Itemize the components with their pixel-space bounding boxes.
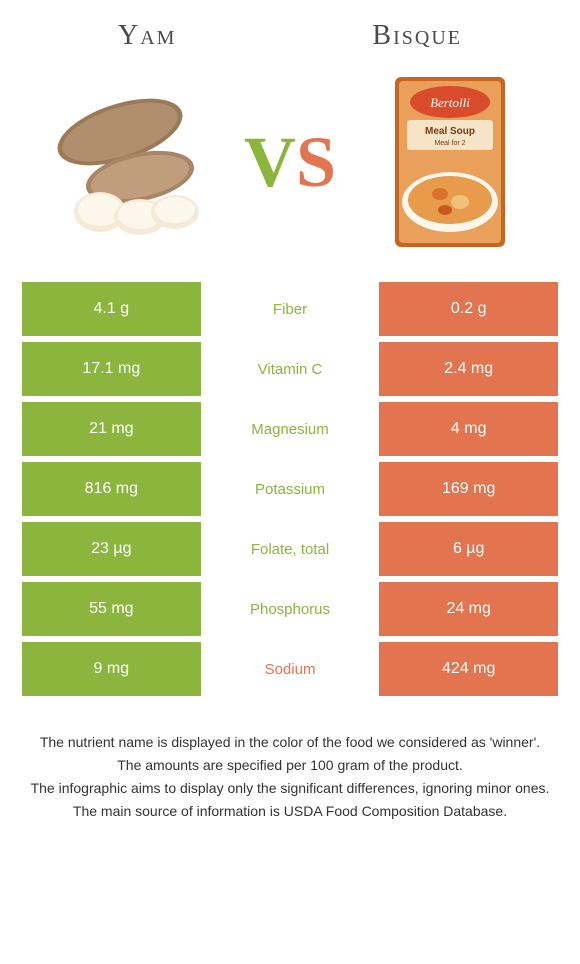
table-row: 55 mgPhosphorus24 mg [22,582,558,636]
table-row: 17.1 mgVitamin C2.4 mg [22,342,558,396]
table-row: 4.1 gFiber0.2 g [22,282,558,336]
table-row: 23 µgFolate, total6 µg [22,522,558,576]
right-value-cell: 0.2 g [379,282,558,336]
right-food-title: Bisque [372,20,462,52]
right-value-cell: 424 mg [379,642,558,696]
footer-line: The infographic aims to display only the… [20,778,560,799]
yam-image [45,72,215,252]
nutrient-label-cell: Fiber [201,282,380,336]
svg-text:Bertolli: Bertolli [430,95,470,110]
right-value-cell: 24 mg [379,582,558,636]
header: Yam Bisque [0,0,580,62]
right-value-cell: 4 mg [379,402,558,456]
nutrient-label-cell: Magnesium [201,402,380,456]
footer-notes: The nutrient name is displayed in the co… [0,702,580,822]
footer-line: The amounts are specified per 100 gram o… [20,755,560,776]
nutrient-label-cell: Sodium [201,642,380,696]
left-value-cell: 55 mg [22,582,201,636]
svg-text:Meal for 2: Meal for 2 [435,140,466,147]
left-value-cell: 9 mg [22,642,201,696]
left-value-cell: 21 mg [22,402,201,456]
table-row: 9 mgSodium424 mg [22,642,558,696]
left-food-title: Yam [118,20,176,52]
left-value-cell: 23 µg [22,522,201,576]
left-value-cell: 4.1 g [22,282,201,336]
vs-label: VS [244,121,336,204]
nutrient-label-cell: Phosphorus [201,582,380,636]
bisque-image: Bertolli Meal Soup Meal for 2 [365,72,535,252]
right-value-cell: 169 mg [379,462,558,516]
right-value-cell: 2.4 mg [379,342,558,396]
table-row: 816 mgPotassium169 mg [22,462,558,516]
right-value-cell: 6 µg [379,522,558,576]
left-value-cell: 816 mg [22,462,201,516]
yam-icon [45,82,215,242]
bisque-box-icon: Bertolli Meal Soup Meal for 2 [385,72,515,252]
footer-line: The nutrient name is displayed in the co… [20,732,560,753]
footer-line: The main source of information is USDA F… [20,801,560,822]
nutrient-label-cell: Vitamin C [201,342,380,396]
nutrient-label-cell: Folate, total [201,522,380,576]
table-row: 21 mgMagnesium4 mg [22,402,558,456]
left-value-cell: 17.1 mg [22,342,201,396]
svg-text:Meal Soup: Meal Soup [425,126,475,137]
nutrition-table: 4.1 gFiber0.2 g 17.1 mgVitamin C2.4 mg 21 … [0,282,580,696]
vs-v: V [244,122,296,202]
vs-s: S [296,122,336,202]
nutrient-label-cell: Potassium [201,462,380,516]
images-row: VS Bertolli Meal Soup Meal for 2 [0,62,580,282]
